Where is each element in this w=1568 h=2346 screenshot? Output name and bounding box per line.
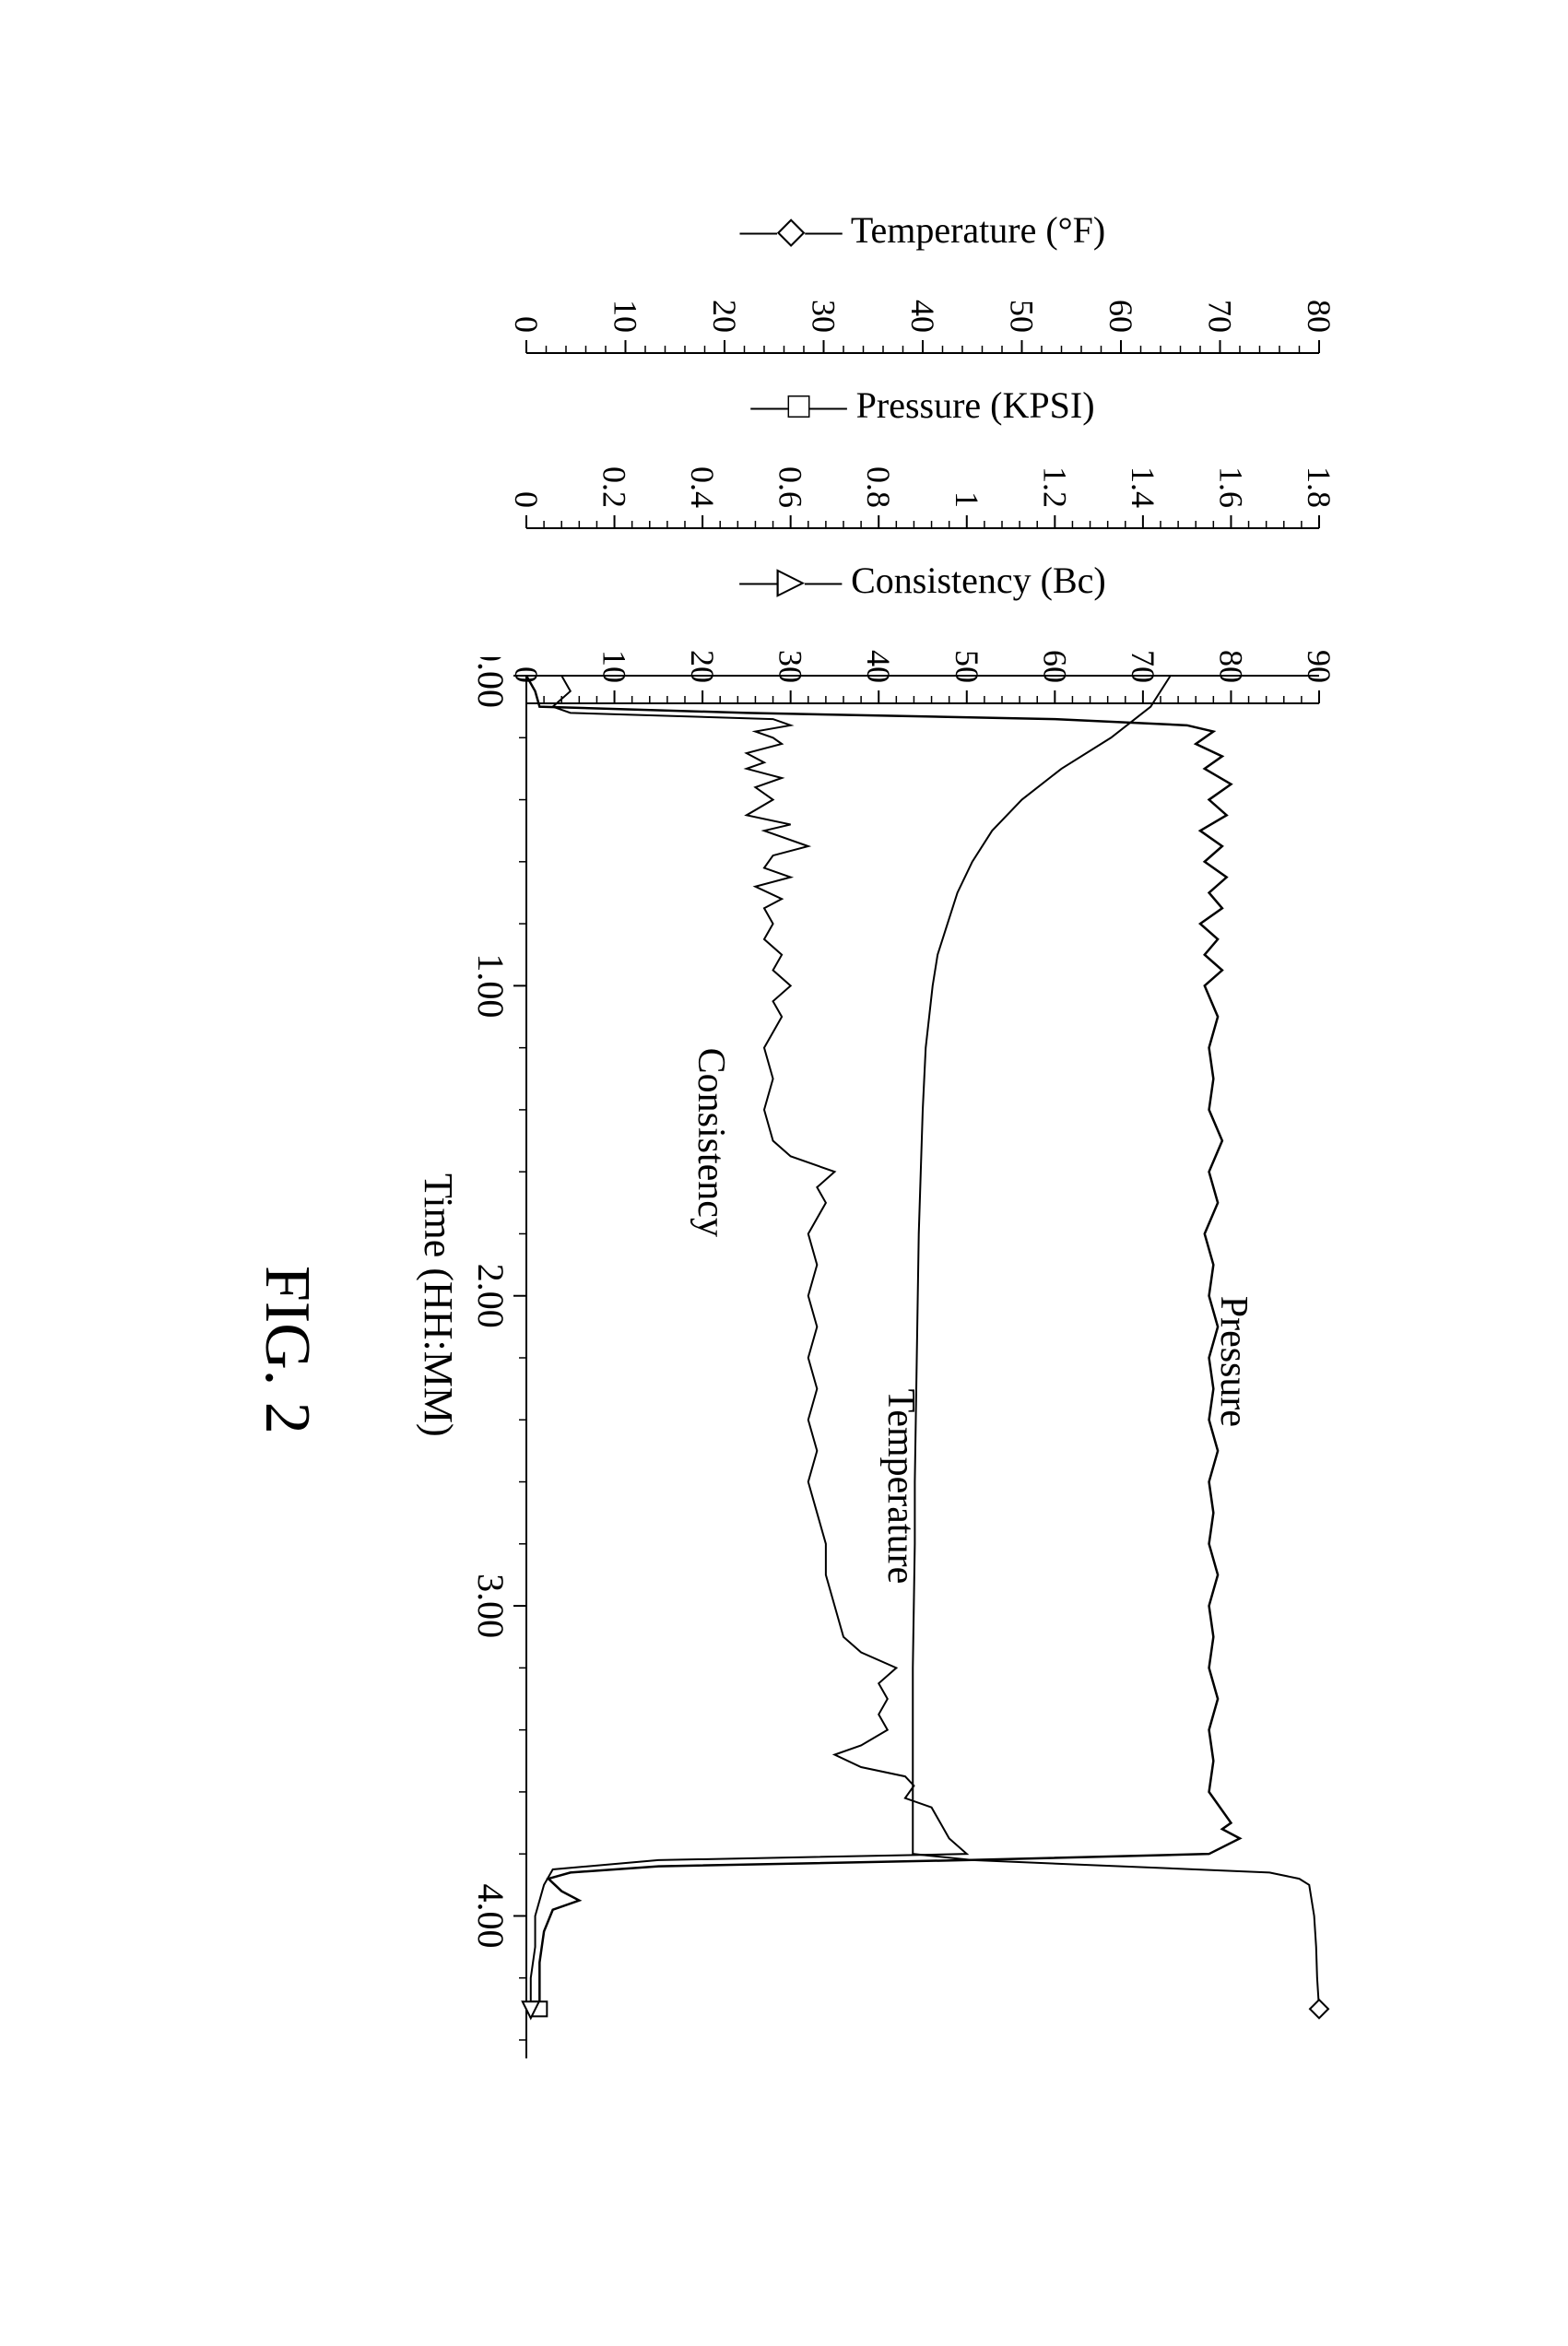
svg-text:0.00: 0.00	[470, 657, 512, 708]
svg-text:2.00: 2.00	[470, 1263, 512, 1327]
svg-text:—▷— Consistency (Bc): —▷— Consistency (Bc)	[738, 565, 1105, 601]
svg-text:60: 60	[1102, 300, 1139, 333]
y-axis-pressure: 0 0.2 0.4 0.6 0.8 1 1.2 1.4 1.6 1.8 —□— Pressure …	[471, 390, 1374, 556]
svg-text:0.8: 0.8	[860, 466, 897, 508]
y-axis-consistency-label: Consistency (Bc)	[851, 565, 1106, 601]
figure-container: 01020304050607080 —◇— Temperature (°F) 0…	[139, 159, 1430, 2187]
svg-text:1.2: 1.2	[1036, 466, 1073, 508]
svg-text:3.00: 3.00	[470, 1574, 512, 1638]
svg-text:1.8: 1.8	[1301, 466, 1338, 508]
svg-text:0: 0	[508, 316, 545, 333]
consistency-series-label: Consistency	[688, 1047, 732, 1236]
svg-text:10: 10	[607, 300, 643, 333]
svg-text:0: 0	[508, 491, 545, 508]
svg-text:0.2: 0.2	[595, 466, 632, 508]
svg-text:—□— Pressure (KPSI): —□— Pressure (KPSI)	[749, 390, 1094, 426]
y-axis-temperature-label: Temperature (°F)	[850, 215, 1104, 251]
svg-text:40: 40	[904, 300, 941, 333]
svg-text:4.00: 4.00	[470, 1883, 512, 1948]
svg-text:1.00: 1.00	[470, 953, 512, 1018]
svg-text:80: 80	[1301, 300, 1338, 333]
y-axis-temperature: 0 10 20 30 40 50 60 70 80 —◇— Temperature (°F)	[471, 215, 1374, 381]
svg-text:0.6: 0.6	[772, 466, 808, 508]
svg-text:—◇— Temperature (°F): —◇— Temperature (°F)	[738, 215, 1104, 251]
x-axis-label: Time (HH:MM)	[415, 1173, 462, 1437]
svg-text:50: 50	[1003, 300, 1040, 333]
svg-text:1.6: 1.6	[1212, 466, 1249, 508]
svg-text:1.4: 1.4	[1124, 466, 1161, 508]
svg-text:0.4: 0.4	[684, 466, 721, 508]
figure-caption: FIG. 2	[250, 1266, 324, 1434]
svg-text:20: 20	[706, 300, 743, 333]
pressure-series-label: Pressure	[1211, 1295, 1256, 1426]
svg-text:1: 1	[948, 491, 984, 508]
temperature-series-label: Temperature	[878, 1388, 923, 1584]
temperature-legend-dash: —	[738, 215, 777, 251]
svg-text:30: 30	[805, 300, 842, 333]
y-axis-pressure-label: Pressure (KPSI)	[855, 390, 1094, 426]
svg-text:70: 70	[1201, 300, 1238, 333]
